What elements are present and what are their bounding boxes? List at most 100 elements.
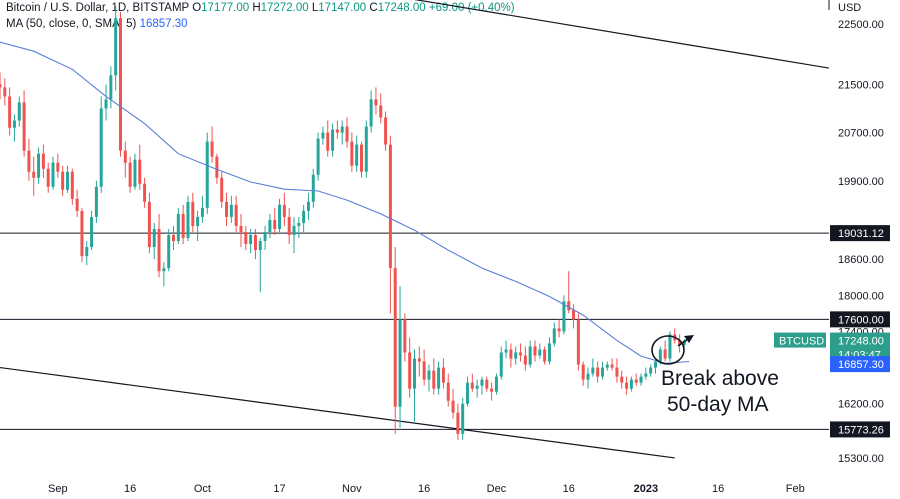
candle-day--10 [8,87,12,136]
x-tick-Sep-0: Sep [48,483,68,495]
candle-body [620,376,624,383]
candle-day-30 [200,195,204,223]
candle-day-109 [581,361,585,386]
candle-day--2 [46,162,50,193]
candle-body [374,99,378,106]
candle-day-13 [119,12,122,157]
candle-day--5 [32,156,36,196]
candle-body [485,379,489,389]
y-tick-15300-00: 15300.00 [838,453,884,465]
candle-day-58 [335,120,339,139]
candle-day--12 [0,72,2,100]
candle-body [119,18,122,151]
candle-body [123,150,127,163]
candle-body [37,153,41,178]
candle-day-124 [653,358,657,374]
level-tag-19031-12: 19031.12 [830,225,890,242]
candle-day-79 [437,361,441,395]
ma-legend[interactable]: MA (50, close, 0, SMA, 5) 16857.30 [6,18,188,30]
ma-tag-bg [830,356,890,373]
candle-day-78 [432,358,436,395]
candle-body [152,228,156,248]
candle-body [311,174,315,202]
candle-day-118 [625,376,629,395]
candle-day-60 [345,117,349,148]
ma-50-line [0,41,690,364]
candle-day-102 [547,337,551,365]
candle-day-54 [316,132,320,181]
y-tick-18600-00: 18600.00 [838,254,884,266]
candle-day-61 [350,132,354,172]
candle-day-68 [384,111,388,151]
candle-day-86 [470,373,474,392]
candle-day-28 [191,192,195,232]
candle-day-80 [441,358,445,389]
candle-day-62 [355,135,359,172]
channel-line-1[interactable] [308,0,829,69]
candle-body [56,162,60,172]
candle-body [292,225,296,235]
candle-day-84 [461,397,465,440]
candle-day-0 [56,153,60,178]
candle-day-38 [239,213,243,248]
candle-day--6 [27,138,31,181]
annotation-circle [651,335,685,365]
candle-body [0,84,2,88]
candle-day-11 [109,66,113,109]
candle-day-51 [302,204,306,232]
candle-day-22 [162,262,166,287]
candle-day-85 [466,376,470,407]
candle-body [143,183,147,202]
candle-body [528,346,532,365]
candle-day-63 [359,141,363,178]
candle-body [90,216,94,248]
candle-body [359,144,363,172]
currency-label: USD [838,2,861,14]
candle-day-116 [615,358,619,383]
x-tick-16-1: 16 [124,483,136,495]
candle-day-23 [167,228,171,272]
candle-body [335,129,339,133]
candle-day-35 [225,192,229,226]
candle-body [403,319,407,353]
candle-body [649,367,653,374]
candle-day-97 [523,346,527,371]
candle-body [99,108,103,187]
candle-body [65,171,69,190]
candle-day-89 [485,376,489,392]
candle-day-34 [220,171,224,208]
candle-body [162,268,166,272]
candle-body [461,403,465,434]
candle-body [581,364,585,380]
level-tag-value: 17600.00 [838,314,884,326]
candle-day-9 [99,96,103,193]
candle-day-81 [446,373,450,407]
candle-day--3 [41,144,45,178]
candle-body [27,150,31,172]
x-tick-17-3: 17 [273,483,285,495]
candle-day-112 [596,361,600,383]
candle-body [282,204,286,217]
candle-body [220,177,224,202]
candle-body [191,201,195,226]
channel-line-2[interactable] [0,366,675,459]
candle-body [181,213,185,239]
candle-body [234,204,238,226]
candle-body [427,370,431,380]
candle-body [147,201,151,248]
candle-body [668,334,672,359]
candle-day-71 [398,286,402,428]
candle-body [128,162,132,187]
candle-day-37 [234,195,238,232]
candle-body [244,231,248,245]
candle-body [605,364,609,368]
candle-day-66 [374,87,378,115]
candle-day-101 [543,346,547,365]
candle-day-49 [292,216,296,254]
symbol-tag-bg [774,332,826,348]
candle-body [441,367,445,383]
candle-body [350,141,354,166]
candle-day-130 [682,339,686,347]
candle-body [494,376,498,392]
